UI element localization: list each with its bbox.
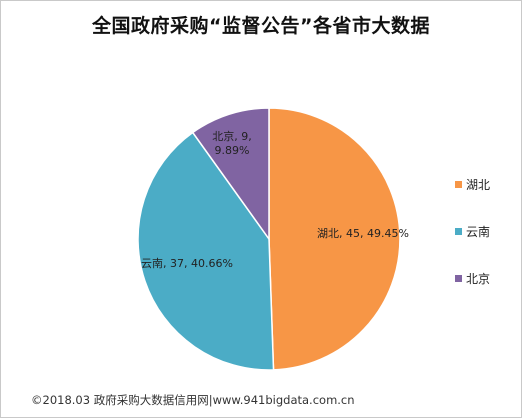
chart-title: 全国政府采购“监督公告”各省市大数据 [92, 15, 430, 37]
pie-slices [137, 107, 401, 371]
legend-label-3: 北京 [466, 272, 490, 286]
legend-swatch-2 [455, 228, 462, 235]
data-label-2: 云南, 37, 40.66% [141, 257, 233, 270]
pie-labels: 湖北, 45, 49.45% 云南, 37, 40.66% 北京, 9, 9.89% [141, 129, 409, 270]
legend-label-2: 云南 [466, 224, 490, 239]
pie-slice-1 [268, 107, 401, 371]
data-label-1: 湖北, 45, 49.45% [317, 227, 409, 240]
footer-credit: ©2018.03 政府采购大数据信用网|www.941bigdata.com.c… [31, 393, 355, 407]
legend-label-1: 湖北 [466, 177, 490, 192]
pie-slice-3 [191, 107, 270, 242]
pie-slice-2 [137, 131, 275, 371]
data-label-3: 北京, 9, 9.89% [212, 129, 252, 157]
legend-swatch-1 [455, 181, 462, 188]
legend-swatch-3 [455, 275, 462, 282]
